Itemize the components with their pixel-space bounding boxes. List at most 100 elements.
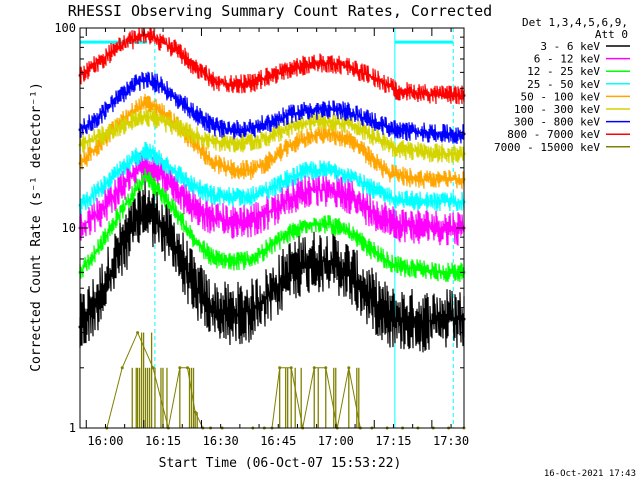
series-2 xyxy=(78,168,466,283)
data-point-5-11 xyxy=(270,134,274,138)
data-point-7-5 xyxy=(155,37,159,41)
data-point-7-2 xyxy=(116,45,120,49)
data-point-7-10 xyxy=(251,81,255,85)
data-point-6-4 xyxy=(143,78,147,82)
data-point-6-5 xyxy=(155,81,159,85)
data-point-5-15 xyxy=(347,122,351,126)
data-point-1-10 xyxy=(251,218,255,222)
series-line-7 xyxy=(79,27,465,105)
data-point-2-14 xyxy=(328,222,332,226)
data-point-6-2 xyxy=(116,95,120,99)
data-point-8-1 xyxy=(120,366,124,370)
data-point-1-12 xyxy=(289,196,293,200)
data-point-1-11 xyxy=(270,209,274,213)
data-point-6-15 xyxy=(347,110,351,114)
x-tick-label: 17:00 xyxy=(318,434,354,448)
data-point-4-17 xyxy=(385,170,389,174)
x-tick-label: 17:30 xyxy=(433,434,469,448)
legend-header-line1: Det 1,3,4,5,6,9, xyxy=(522,16,628,29)
data-point-1-5 xyxy=(155,168,159,172)
x-tick-label: 16:45 xyxy=(260,434,296,448)
data-point-0-9 xyxy=(232,312,236,316)
data-point-7-13 xyxy=(308,62,312,66)
data-point-8-15 xyxy=(289,366,293,370)
data-point-1-9 xyxy=(232,219,236,223)
data-point-3-16 xyxy=(366,185,370,189)
data-point-0-15 xyxy=(347,270,351,274)
data-point-2-20 xyxy=(424,268,428,272)
data-point-4-18 xyxy=(393,173,397,177)
data-point-0-18 xyxy=(393,317,397,321)
data-point-2-2 xyxy=(116,214,120,218)
data-point-4-15 xyxy=(347,137,351,141)
data-point-5-14 xyxy=(328,120,332,124)
data-point-7-16 xyxy=(366,73,370,77)
legend-entry-6: 300 - 800 keV xyxy=(514,116,600,129)
data-point-1-15 xyxy=(347,194,351,198)
data-point-3-3 xyxy=(136,154,140,158)
data-point-3-7 xyxy=(193,185,197,189)
data-point-1-16 xyxy=(366,207,370,211)
data-point-7-8 xyxy=(212,80,216,84)
data-point-6-6 xyxy=(174,95,178,99)
chart-title: RHESSI Observing Summary Count Rates, Co… xyxy=(68,2,492,20)
x-tick-label: 16:15 xyxy=(145,434,181,448)
footer-date: 16-Oct-2021 17:43 xyxy=(544,469,636,479)
data-point-3-19 xyxy=(404,198,408,202)
data-point-5-1 xyxy=(97,135,101,139)
data-point-3-2 xyxy=(116,170,120,174)
data-point-2-17 xyxy=(385,259,389,263)
data-point-6-1 xyxy=(97,115,101,119)
data-point-2-8 xyxy=(212,257,216,261)
data-point-7-12 xyxy=(289,66,293,70)
data-point-1-14 xyxy=(328,188,332,192)
data-point-5-17 xyxy=(385,141,389,145)
data-point-2-5 xyxy=(155,185,159,189)
data-point-5-6 xyxy=(174,125,178,129)
x-axis-label: Start Time (06-Oct-07 15:53:22) xyxy=(159,456,402,471)
series-7 xyxy=(78,27,466,105)
data-point-0-21 xyxy=(443,317,447,321)
data-point-4-14 xyxy=(328,132,332,136)
series-8 xyxy=(105,331,466,430)
data-point-8-14 xyxy=(278,366,282,370)
data-point-5-20 xyxy=(424,150,428,154)
data-point-4-8 xyxy=(212,162,216,166)
data-point-6-18 xyxy=(393,128,397,132)
data-point-1-7 xyxy=(193,207,197,211)
series-line-3 xyxy=(79,141,465,214)
data-point-4-10 xyxy=(251,168,255,172)
data-point-0-3 xyxy=(136,218,140,222)
data-point-3-17 xyxy=(385,194,389,198)
data-point-2-1 xyxy=(97,245,101,249)
data-point-0-7 xyxy=(193,286,197,290)
data-point-4-12 xyxy=(289,143,293,147)
data-point-7-7 xyxy=(193,65,197,69)
data-point-6-12 xyxy=(289,112,293,116)
x-tick-label: 17:15 xyxy=(375,434,411,448)
data-point-0-16 xyxy=(366,293,370,297)
data-point-3-6 xyxy=(174,170,178,174)
series-group xyxy=(78,27,466,430)
data-point-7-15 xyxy=(347,65,351,69)
series-line-0 xyxy=(79,179,465,353)
data-point-8-18 xyxy=(324,366,328,370)
legend-header-line2: Att 0 xyxy=(595,28,628,41)
data-point-7-14 xyxy=(328,61,332,65)
y-axis-label: Corrected Count Rate (s⁻¹ detector⁻¹) xyxy=(29,82,44,372)
data-point-6-17 xyxy=(385,125,389,129)
data-point-3-11 xyxy=(270,186,274,190)
data-point-8-5 xyxy=(178,366,182,370)
data-point-4-9 xyxy=(232,168,236,172)
data-point-0-13 xyxy=(308,259,312,263)
data-point-5-4 xyxy=(143,115,147,119)
legend-entry-5: 100 - 300 keV xyxy=(514,103,600,116)
legend-entry-8: 7000 - 15000 keV xyxy=(494,141,600,154)
axes: 1 10 100 16:00 16:15 16:30 16:45 17:00 17:15 17:3… xyxy=(54,21,469,448)
data-point-2-13 xyxy=(308,222,312,226)
data-point-7-20 xyxy=(424,92,428,96)
data-point-0-20 xyxy=(424,320,428,324)
data-point-4-1 xyxy=(97,143,101,147)
data-point-3-21 xyxy=(443,200,447,204)
